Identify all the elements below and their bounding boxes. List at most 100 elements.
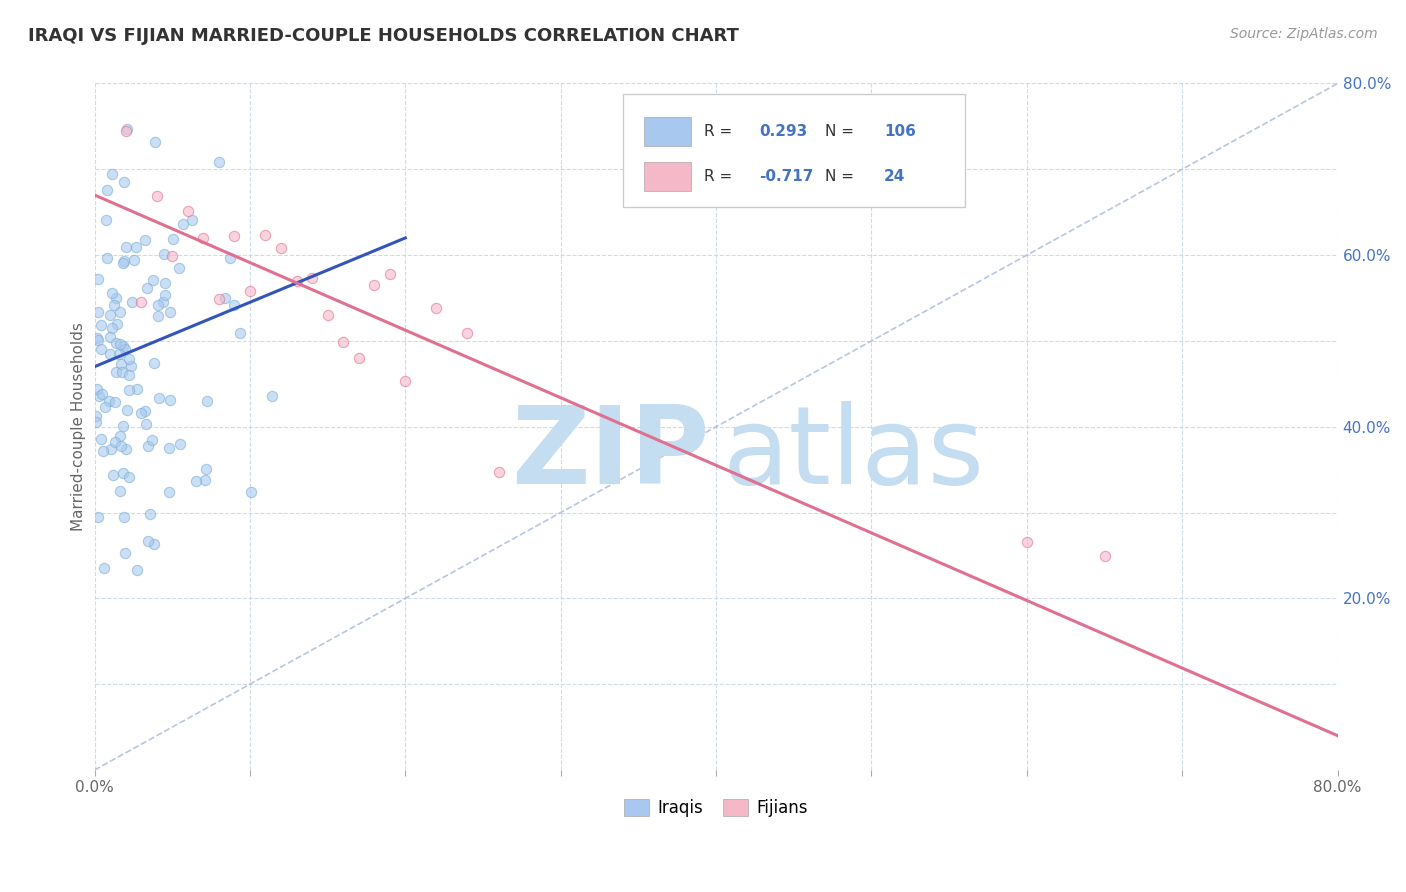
Point bbox=[112, 256, 135, 270]
Text: 24: 24 bbox=[884, 169, 905, 184]
Point bbox=[347, 351, 370, 365]
Text: 0.293: 0.293 bbox=[759, 124, 808, 139]
Point bbox=[103, 297, 125, 311]
Point bbox=[125, 240, 148, 254]
Point bbox=[153, 276, 176, 290]
Point bbox=[108, 347, 131, 361]
Point bbox=[101, 321, 124, 335]
Point bbox=[105, 335, 128, 350]
Point bbox=[194, 473, 217, 487]
Point bbox=[394, 374, 416, 388]
Point bbox=[112, 467, 135, 481]
Point bbox=[193, 231, 215, 245]
Point bbox=[162, 232, 184, 246]
Point bbox=[262, 388, 284, 402]
Point bbox=[1094, 549, 1116, 563]
Point bbox=[101, 167, 124, 181]
Point bbox=[91, 444, 114, 458]
Point bbox=[146, 298, 169, 312]
FancyBboxPatch shape bbox=[623, 94, 965, 207]
Point bbox=[332, 334, 354, 349]
Point bbox=[114, 342, 136, 356]
Point bbox=[111, 339, 134, 353]
Text: N =: N = bbox=[825, 169, 859, 184]
Point bbox=[104, 434, 127, 449]
Point bbox=[115, 403, 138, 417]
Point bbox=[456, 326, 478, 340]
Point bbox=[159, 305, 181, 319]
Point bbox=[152, 295, 174, 310]
Point bbox=[112, 509, 135, 524]
Point bbox=[214, 291, 236, 305]
Point bbox=[98, 347, 121, 361]
Point bbox=[143, 135, 166, 149]
Point bbox=[98, 394, 121, 409]
Point bbox=[142, 273, 165, 287]
Point bbox=[86, 331, 108, 345]
Point bbox=[239, 484, 262, 499]
Point bbox=[169, 437, 191, 451]
Text: ZIP: ZIP bbox=[512, 401, 710, 508]
Point bbox=[90, 433, 112, 447]
Text: 106: 106 bbox=[884, 124, 915, 139]
Point bbox=[363, 278, 385, 293]
Point bbox=[127, 382, 149, 396]
Point bbox=[228, 326, 250, 340]
Point bbox=[186, 474, 208, 488]
Point bbox=[90, 318, 112, 333]
Point bbox=[145, 189, 167, 203]
Point bbox=[134, 233, 156, 247]
Point bbox=[108, 336, 131, 351]
Point bbox=[112, 175, 135, 189]
Point bbox=[87, 305, 110, 319]
Point bbox=[115, 121, 138, 136]
Point bbox=[224, 297, 246, 311]
Point bbox=[135, 417, 157, 431]
Point bbox=[114, 240, 136, 254]
Point bbox=[425, 301, 447, 316]
Point bbox=[254, 227, 277, 242]
Point bbox=[177, 204, 200, 219]
Point bbox=[115, 442, 138, 456]
Point bbox=[172, 217, 194, 231]
Point bbox=[118, 368, 141, 382]
Point bbox=[301, 270, 323, 285]
Point bbox=[195, 393, 218, 408]
Legend: Iraqis, Fijians: Iraqis, Fijians bbox=[617, 792, 814, 823]
Point bbox=[93, 561, 115, 575]
Point bbox=[285, 274, 308, 288]
Point bbox=[105, 292, 128, 306]
Point bbox=[118, 469, 141, 483]
Point bbox=[100, 442, 122, 456]
Point bbox=[153, 287, 176, 301]
Point bbox=[91, 387, 114, 401]
FancyBboxPatch shape bbox=[644, 118, 692, 146]
Text: -0.717: -0.717 bbox=[759, 169, 814, 184]
Point bbox=[110, 357, 132, 371]
Point bbox=[136, 281, 159, 295]
Point bbox=[141, 433, 163, 447]
Point bbox=[134, 404, 156, 418]
Point bbox=[101, 468, 124, 483]
Point bbox=[131, 406, 153, 420]
Point bbox=[118, 351, 141, 366]
Point bbox=[488, 465, 510, 479]
Text: N =: N = bbox=[825, 124, 859, 139]
Point bbox=[104, 394, 127, 409]
Point bbox=[157, 485, 180, 500]
Point bbox=[239, 284, 262, 298]
Text: IRAQI VS FIJIAN MARRIED-COUPLE HOUSEHOLDS CORRELATION CHART: IRAQI VS FIJIAN MARRIED-COUPLE HOUSEHOLD… bbox=[28, 27, 740, 45]
Point bbox=[108, 484, 131, 499]
Point bbox=[114, 546, 136, 560]
Point bbox=[316, 308, 339, 322]
Point bbox=[159, 393, 181, 408]
Point bbox=[84, 415, 107, 429]
Point bbox=[101, 286, 124, 301]
Point bbox=[100, 309, 122, 323]
Point bbox=[111, 365, 134, 379]
Point bbox=[90, 342, 112, 356]
Point bbox=[96, 251, 118, 265]
Point bbox=[1015, 535, 1038, 549]
Point bbox=[139, 507, 162, 521]
Point bbox=[208, 155, 231, 169]
